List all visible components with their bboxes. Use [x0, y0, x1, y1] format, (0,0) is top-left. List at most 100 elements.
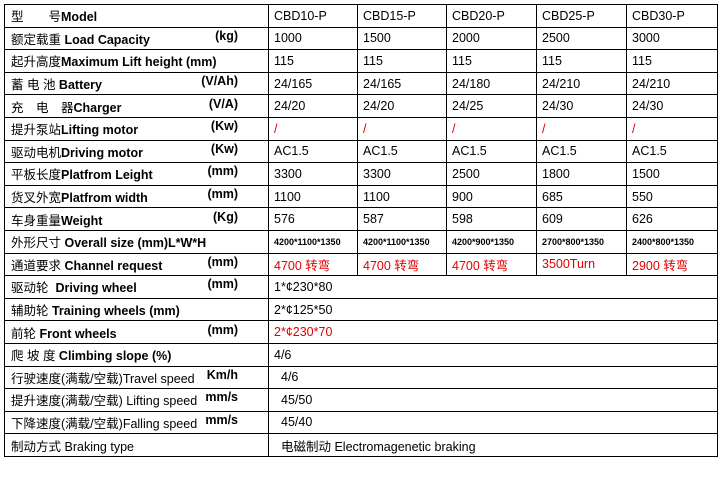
value-cell: 电磁制动 Electromagenetic braking: [268, 433, 718, 457]
label-english: Climbing slope (%): [55, 349, 172, 364]
table-row: (kg) 额定载重 Load Capacity 1000 1500 2000 2500 30…: [4, 26, 718, 51]
value-cell: 609: [536, 207, 627, 231]
value-cell: 626: [626, 207, 718, 231]
row-label: (V/A) 充 电 器Charger: [4, 94, 269, 118]
value-cell: 2900 转弯: [626, 252, 718, 277]
table-row: 起升高度Maximum Lift height (mm) 115 115 115 115…: [4, 49, 718, 73]
value-cell: 4200*900*1350: [446, 229, 537, 254]
value-cell: CBD10-P: [268, 4, 358, 28]
label-unit: (mm): [207, 277, 238, 292]
value-cell: AC1.5: [536, 139, 627, 164]
table-row: mm/s 提升速度(满载/空载) Lifting speed 45/50: [4, 388, 718, 412]
label-chinese: 平板长度: [11, 168, 62, 183]
label-unit: (Kg): [213, 209, 238, 224]
value-cell: 24/30: [626, 94, 718, 118]
label-chinese: 提升速度(满载/空载): [11, 394, 123, 409]
label-chinese: 充 电 器: [11, 100, 74, 115]
label-unit: (mm): [207, 322, 238, 337]
table-row: (V/Ah) 蓄 电 池 Battery 24/165 24/165 24/180 24/…: [4, 71, 718, 96]
row-label: (Kg) 车身重量Weight: [4, 207, 269, 231]
label-unit: mm/s: [205, 412, 238, 427]
value-cell: 2*¢125*50: [268, 297, 718, 322]
label-chinese: 额定载重: [11, 32, 62, 47]
value-cell: 550: [626, 184, 718, 209]
value-cell: /: [357, 116, 447, 141]
label-chinese: 驱动电机: [11, 145, 62, 160]
value-cell: 4700 转弯: [446, 252, 537, 277]
value-cell: 2500: [446, 162, 537, 186]
value-cell: 24/25: [446, 94, 537, 118]
value-cell: AC1.5: [268, 139, 358, 164]
table-row: (mm) 驱动轮 Driving wheel 1*¢230*80: [4, 275, 718, 299]
row-label: 辅助轮 Training wheels (mm): [4, 297, 269, 322]
label-english: Travel speed: [122, 371, 195, 386]
value-cell: 598: [446, 207, 537, 231]
label-chinese: 制动方式: [11, 439, 62, 454]
label-chinese: 车身重量: [11, 213, 62, 228]
table-row: 型 号Model CBD10-P CBD15-P CBD20-P CBD25-P CBD3…: [4, 4, 718, 28]
label-chinese: 前轮: [11, 326, 37, 341]
value-cell: /: [268, 116, 358, 141]
value-cell: /: [626, 116, 718, 141]
label-chinese: 驱动轮: [11, 281, 49, 296]
value-cell: 685: [536, 184, 627, 209]
value-cell: 3300: [357, 162, 447, 186]
label-english: Maximum Lift height (mm): [61, 55, 217, 70]
table-row: 爬 坡 度 Climbing slope (%) 4/6: [4, 342, 718, 367]
value-cell: AC1.5: [357, 139, 447, 164]
value-cell: 4700 转弯: [357, 252, 447, 277]
value-cell: 587: [357, 207, 447, 231]
label-chinese: 外形尺寸: [11, 236, 62, 251]
table-row: (V/A) 充 电 器Charger 24/20 24/20 24/25 24/30 24/…: [4, 94, 718, 118]
label-unit: (mm): [207, 164, 238, 179]
value-cell: 24/165: [357, 71, 447, 96]
value-cell: 1800: [536, 162, 627, 186]
label-chinese: 行驶速度(满载/空载): [11, 371, 123, 386]
label-chinese: 辅助轮: [11, 304, 49, 319]
row-label: (mm) 货叉外宽Platfrom width: [4, 184, 269, 209]
row-label: mm/s 提升速度(满载/空载) Lifting speed: [4, 388, 269, 412]
label-english: Driving motor: [61, 145, 143, 160]
label-english: Load Capacity: [61, 32, 150, 47]
value-cell: 3500Turn: [536, 252, 627, 277]
value-cell: 115: [626, 49, 718, 73]
label-english: Braking type: [61, 439, 134, 454]
value-cell: CBD15-P: [357, 4, 447, 28]
value-cell: 24/210: [626, 71, 718, 96]
value-cell: 4200*1100*1350: [357, 229, 447, 254]
value-cell: 4700 转弯: [268, 252, 358, 277]
table-row: (Kg) 车身重量Weight 576 587 598 609 626: [4, 207, 718, 231]
value-cell: 576: [268, 207, 358, 231]
label-english: Front wheels: [36, 326, 117, 341]
value-cell: 2500: [536, 26, 627, 51]
table-row: (Kw) 驱动电机Driving motor AC1.5 AC1.5 AC1.5 AC1.…: [4, 139, 718, 164]
label-english: Training wheels (mm): [48, 304, 180, 319]
row-label: (mm) 平板长度Platfrom Leight: [4, 162, 269, 186]
table-row: (Kw) 提升泵站Lifting motor / / / / /: [4, 116, 718, 141]
label-english: Charger: [73, 100, 122, 115]
value-cell: 1000: [268, 26, 358, 51]
table-row: 制动方式 Braking type 电磁制动 Electromagenetic b…: [4, 433, 718, 457]
table-row: (mm) 货叉外宽Platfrom width 1100 1100 900 685 550: [4, 184, 718, 209]
value-cell: 115: [536, 49, 627, 73]
value-cell: 115: [268, 49, 358, 73]
value-cell: 45/40: [268, 410, 718, 435]
value-cell: 24/20: [357, 94, 447, 118]
value-cell: 24/180: [446, 71, 537, 96]
value-cell: CBD30-P: [626, 4, 718, 28]
label-unit: (V/A): [208, 96, 238, 111]
value-cell: 2000: [446, 26, 537, 51]
label-english: Platfrom width: [61, 191, 148, 206]
value-cell: 3300: [268, 162, 358, 186]
label-unit: (Kw): [210, 141, 238, 156]
value-cell: 45/50: [268, 388, 718, 412]
row-label: 制动方式 Braking type: [4, 433, 269, 457]
label-english: Overall size (mm)L*W*H: [61, 236, 207, 251]
row-label: (mm) 通道要求 Channel request: [4, 252, 269, 277]
value-cell: 115: [357, 49, 447, 73]
row-label: (mm) 驱动轮 Driving wheel: [4, 275, 269, 299]
table-row: 辅助轮 Training wheels (mm) 2*¢125*50: [4, 297, 718, 322]
value-cell: 115: [446, 49, 537, 73]
label-chinese: 爬 坡 度: [11, 349, 56, 364]
value-cell: 1100: [268, 184, 358, 209]
